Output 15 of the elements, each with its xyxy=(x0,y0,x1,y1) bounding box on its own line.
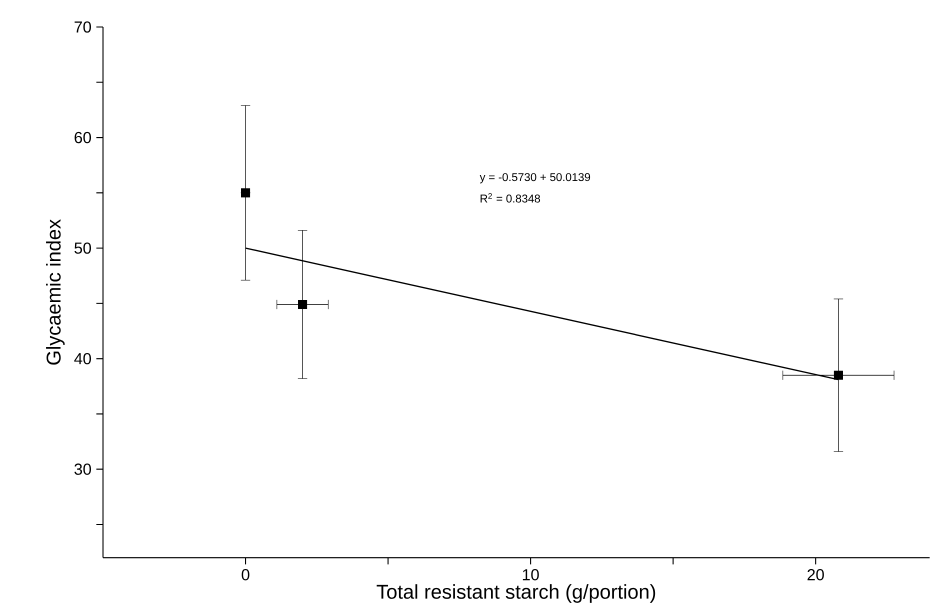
y-tick-label: 60 xyxy=(74,132,92,144)
y-tick-label: 70 xyxy=(74,21,92,33)
x-axis-title: Total resistant starch (g/portion) xyxy=(376,584,656,603)
y-axis-title: Glycaemic index xyxy=(46,219,65,365)
annotation: y = -0.5730 + 50.0139 xyxy=(480,173,590,184)
point xyxy=(240,188,250,198)
x-tick-label: 10 xyxy=(522,569,539,580)
annotation: R$^{2}$ = 0.8348 xyxy=(480,193,540,203)
y-tick-label: 40 xyxy=(74,352,92,364)
y-tick-label: 50 xyxy=(74,242,92,254)
point xyxy=(834,370,843,380)
point xyxy=(298,300,308,310)
y-tick-label: 30 xyxy=(74,464,92,475)
x-tick-label: 20 xyxy=(808,569,824,580)
x-tick-label: 0 xyxy=(242,569,250,580)
